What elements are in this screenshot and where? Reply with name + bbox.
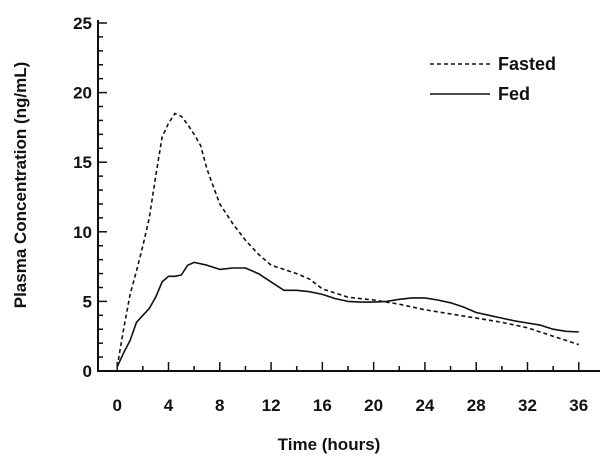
y-tick-label: 0: [83, 362, 92, 381]
x-tick-label: 28: [467, 396, 486, 415]
x-tick-label: 8: [215, 396, 224, 415]
legend: Fasted Fed: [430, 54, 556, 104]
x-tick-label: 32: [518, 396, 537, 415]
x-axis-ticks: 0 4 8 12 16 20 24 28 32 36: [112, 362, 588, 415]
plot-area: [116, 112, 580, 368]
legend-label-fed: Fed: [498, 84, 530, 104]
x-tick-label: 0: [112, 396, 121, 415]
y-tick-label: 5: [83, 292, 92, 311]
x-tick-label: 24: [415, 396, 434, 415]
y-tick-label: 15: [73, 153, 92, 172]
x-tick-label: 4: [164, 396, 174, 415]
legend-label-fasted: Fasted: [498, 54, 556, 74]
x-axis-title: Time (hours): [278, 435, 381, 454]
series-line-fasted: [116, 112, 580, 367]
series-line-fed: [116, 261, 579, 368]
y-tick-label: 10: [73, 223, 92, 242]
y-tick-label: 25: [73, 14, 92, 33]
x-tick-label: 12: [262, 396, 281, 415]
y-axis-title: Plasma Concentration (ng/mL): [11, 62, 30, 309]
y-axis-ticks: 0 5 10 15 20 25: [73, 14, 107, 381]
x-tick-label: 20: [364, 396, 383, 415]
x-tick-label: 36: [569, 396, 588, 415]
y-tick-label: 20: [73, 84, 92, 103]
x-tick-label: 16: [313, 396, 332, 415]
